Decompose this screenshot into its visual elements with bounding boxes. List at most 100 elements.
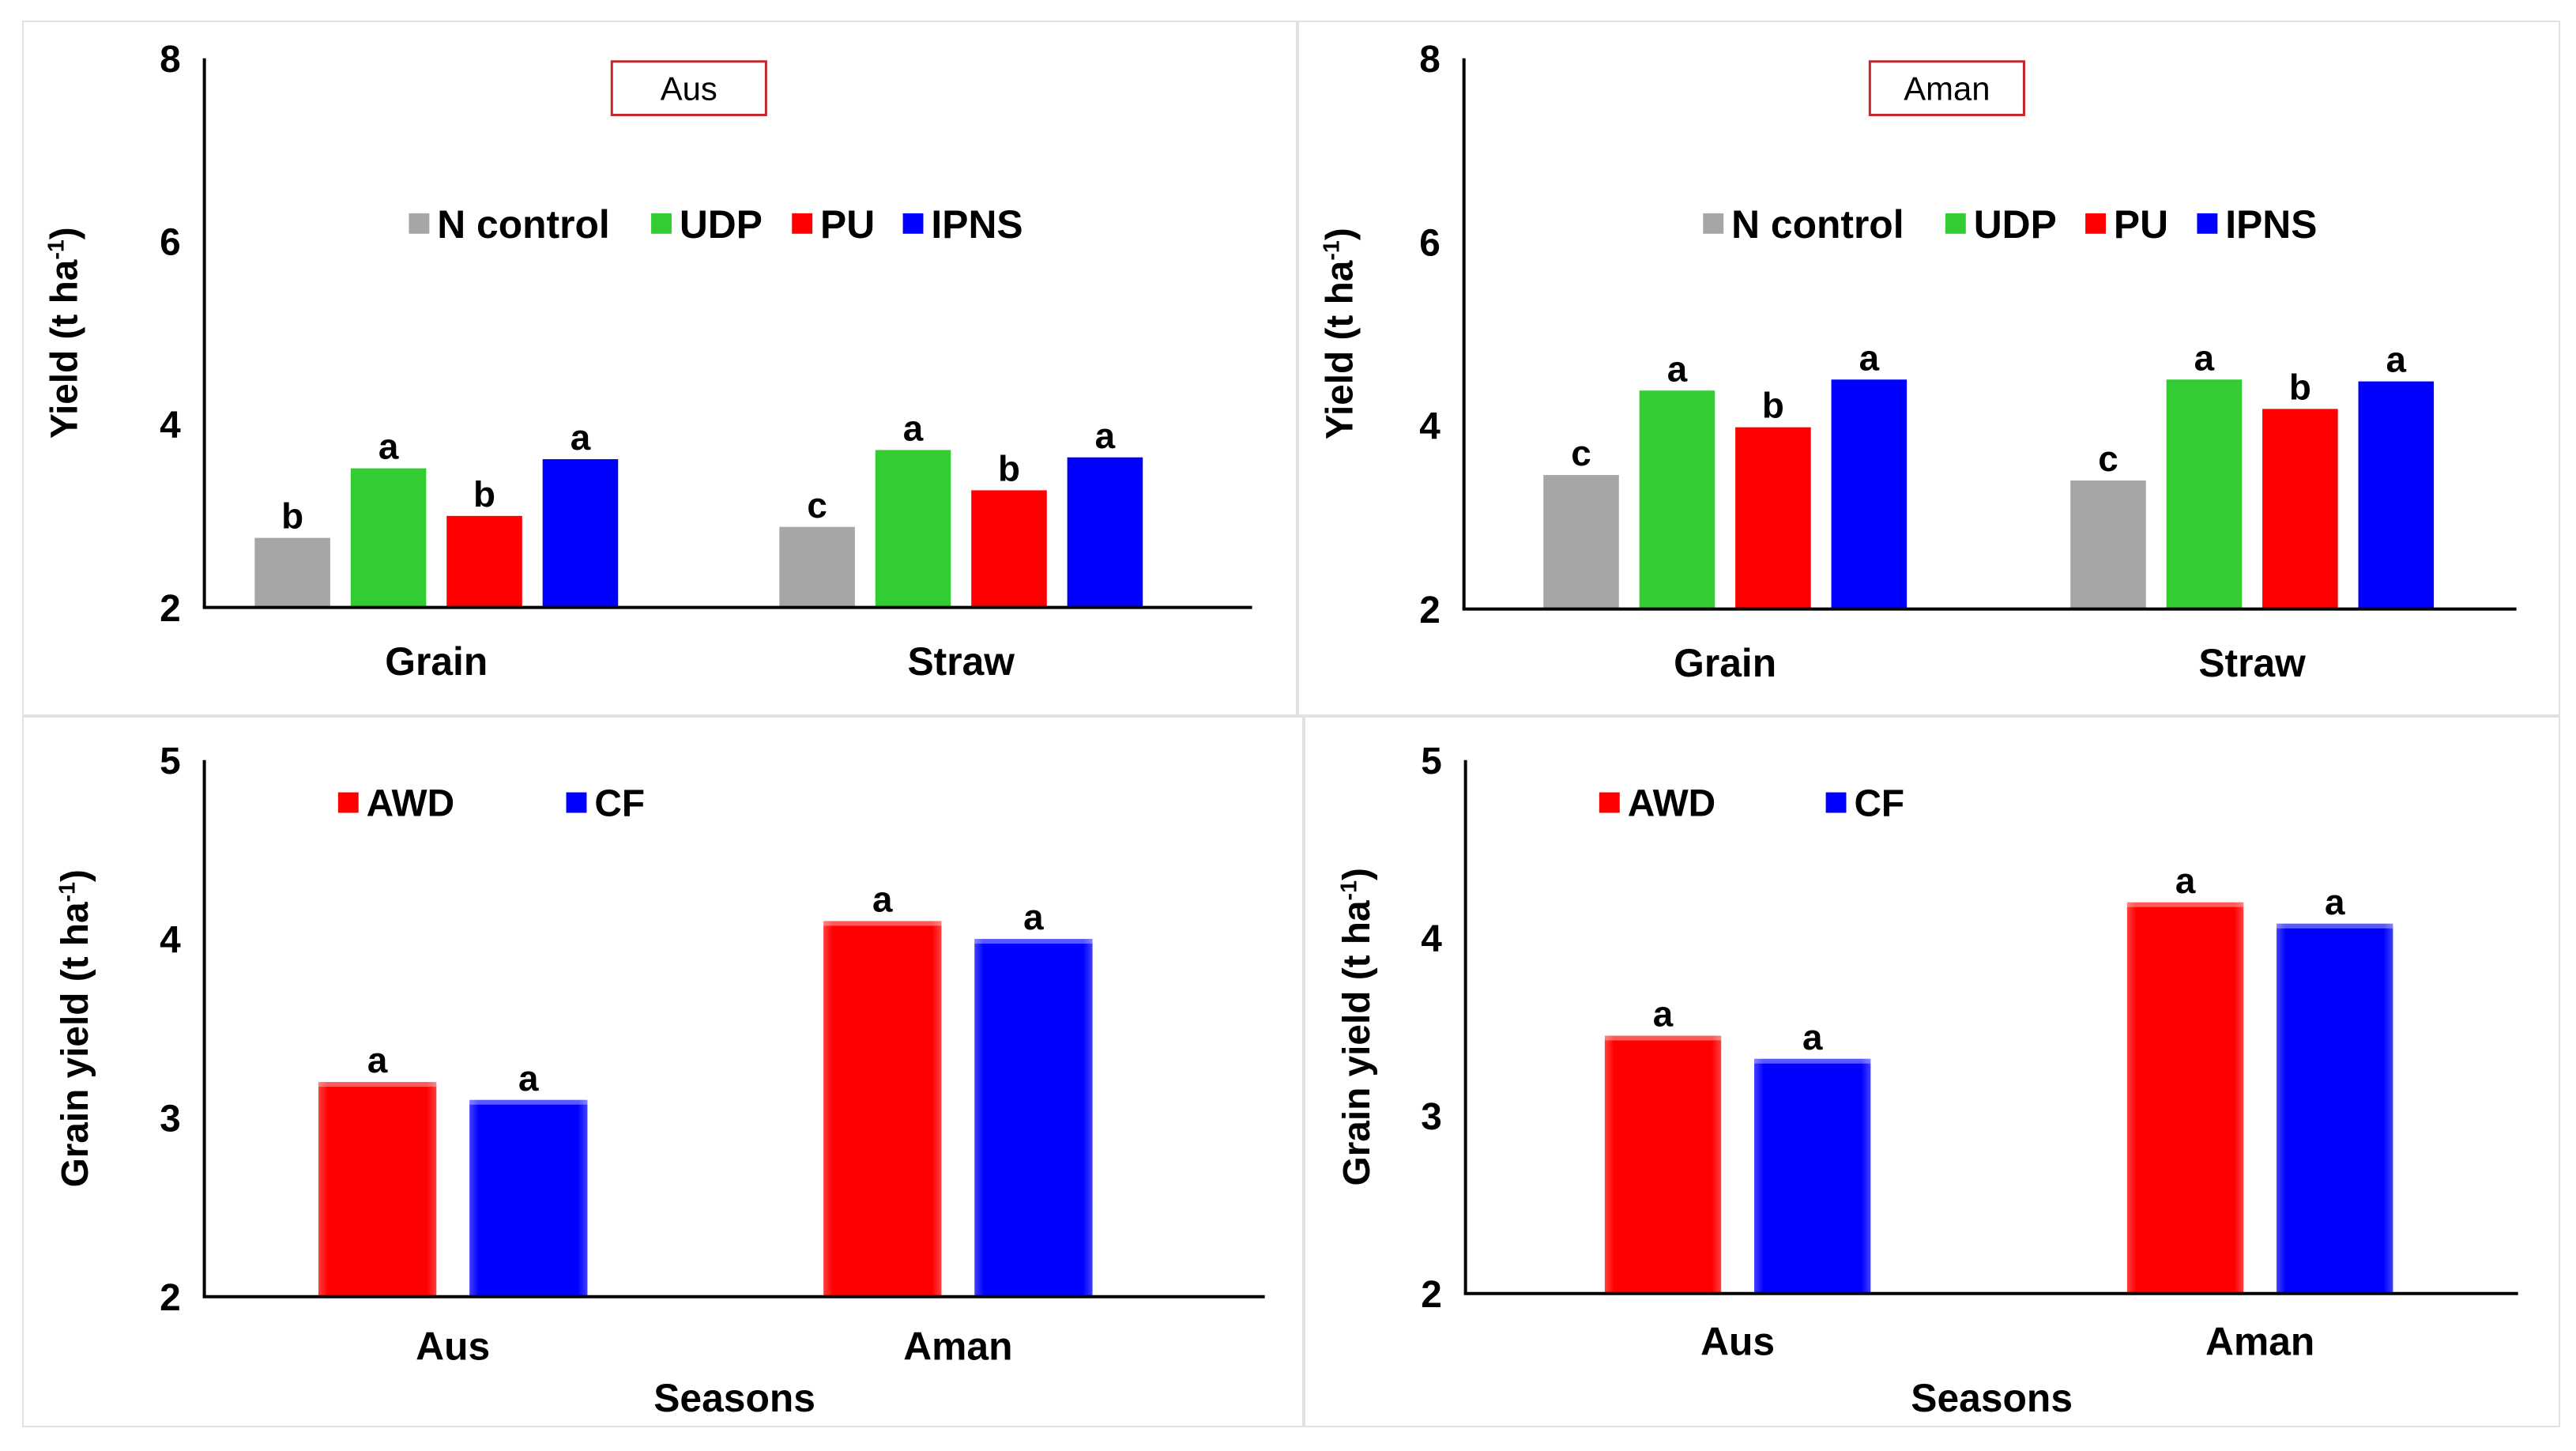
legend-label: IPNS xyxy=(931,202,1022,247)
y-tick-label: 4 xyxy=(160,919,181,961)
significance-letter: c xyxy=(807,485,827,526)
chart-aus-yield: 2 4 6 8 b a b a Grain c a b a Straw Yield (t ha-1) Aus N… xyxy=(43,39,1252,684)
legend-swatch-ipns xyxy=(2197,213,2218,234)
legend-swatch-awd xyxy=(337,792,359,813)
y-tick-label: 5 xyxy=(1421,741,1442,782)
significance-letter: a xyxy=(1667,349,1688,389)
bar-bevel-highlight xyxy=(1604,1035,1722,1041)
chart-title: Aman xyxy=(1904,70,1990,107)
bar-bevel-highlight xyxy=(2126,902,2244,907)
x-category-label: Aus xyxy=(416,1324,490,1368)
y-tick-label: 3 xyxy=(1421,1096,1442,1138)
chart-irrigation-seasons-left: 2 3 4 5 a a Aus a a Aman Grain yield (t ha-1) Seaso… xyxy=(55,741,1265,1420)
significance-letter: c xyxy=(1571,433,1591,473)
y-tick-label: 2 xyxy=(1419,590,1441,631)
y-axis-label: Yield (t ha-1) xyxy=(1319,228,1361,439)
bar-awd-aus xyxy=(1604,1035,1722,1294)
chart-title: Aus xyxy=(661,70,717,107)
significance-letter: a xyxy=(872,880,893,920)
y-axis-label-text: Yield (t ha xyxy=(1319,260,1361,439)
bar-cf-aman xyxy=(974,939,1093,1297)
legend-swatch-udp xyxy=(651,213,672,234)
significance-letter: a xyxy=(1802,1017,1823,1057)
y-axis-label-superscript: -1 xyxy=(44,239,70,260)
x-category-label: Aman xyxy=(903,1324,1012,1368)
bar-n-control-straw xyxy=(2070,481,2146,609)
significance-letter: c xyxy=(2098,439,2118,479)
bar-pu-grain xyxy=(446,515,522,608)
legend-swatch-cf xyxy=(566,792,587,813)
legend-label: IPNS xyxy=(2225,202,2317,247)
y-tick-label: 8 xyxy=(160,39,181,81)
y-tick-label: 2 xyxy=(160,1277,181,1319)
y-axis-label-close: ) xyxy=(1319,228,1361,240)
chart-irrigation-seasons-right: 2 3 4 5 a a Aus a a Aman Grain yield (t ha-1) Seaso… xyxy=(1336,741,2518,1420)
x-category-label: Straw xyxy=(907,639,1015,684)
bar-cf-aman xyxy=(2277,923,2393,1294)
y-tick-label: 6 xyxy=(160,222,181,264)
bar-awd-aman xyxy=(2126,902,2244,1294)
y-axis-label-text: Grain yield (t ha xyxy=(55,902,96,1187)
legend-swatch-n-control xyxy=(409,213,430,234)
bar-pu-grain xyxy=(1735,427,1811,609)
chart-panel-irrigation-seasons-left: 2 3 4 5 a a Aus a a Aman Grain yield (t ha-1) Seaso… xyxy=(22,716,1304,1427)
bar-udp-straw xyxy=(2166,379,2243,609)
significance-letter: a xyxy=(903,408,924,448)
legend-swatch-udp xyxy=(1945,213,1966,234)
legend-label: UDP xyxy=(1974,202,2057,247)
x-axis-title: Seasons xyxy=(653,1376,815,1420)
x-category-label: Grain xyxy=(1674,641,1776,685)
significance-letter: a xyxy=(1095,416,1116,456)
y-tick-label: 2 xyxy=(1421,1274,1442,1316)
significance-letter: b xyxy=(998,448,1020,488)
significance-letter: a xyxy=(1023,897,1044,937)
y-axis-label-close: ) xyxy=(55,869,96,882)
bar-ipns-straw xyxy=(1067,457,1143,608)
significance-letter: a xyxy=(1859,337,1880,378)
legend-label: AWD xyxy=(367,783,454,825)
bar-n-control-grain xyxy=(254,537,330,608)
bar-udp-grain xyxy=(350,468,427,608)
bar-ipns-grain xyxy=(542,459,619,608)
bar-bevel-highlight xyxy=(469,1099,588,1105)
bar-awd-aman xyxy=(823,921,942,1297)
bar-bevel-highlight xyxy=(2277,923,2393,929)
legend-swatch-awd xyxy=(1599,792,1620,813)
y-tick-label: 2 xyxy=(160,588,181,630)
legend-label: CF xyxy=(1854,783,1904,825)
legend-label: AWD xyxy=(1628,783,1715,825)
y-axis-label-superscript: -1 xyxy=(1320,240,1345,261)
bar-bevel-highlight xyxy=(823,921,942,926)
bar-n-control-grain xyxy=(1543,475,1619,609)
significance-letter: b xyxy=(1762,386,1784,426)
legend-label: PU xyxy=(2114,202,2168,247)
legend-label: N control xyxy=(1731,202,1904,247)
y-axis-label: Grain yield (t ha-1) xyxy=(1336,868,1378,1185)
legend-swatch-pu xyxy=(792,213,813,234)
y-axis-label-superscript: -1 xyxy=(55,882,81,903)
x-category-label: Grain xyxy=(385,639,488,684)
y-axis-label-close: ) xyxy=(1336,868,1378,880)
y-axis-label-superscript: -1 xyxy=(1336,880,1361,901)
legend-swatch-ipns xyxy=(902,213,924,234)
x-category-label: Straw xyxy=(2198,641,2306,685)
significance-letter: a xyxy=(2175,861,2196,901)
bar-cf-aus xyxy=(1754,1058,1871,1294)
bar-cf-aus xyxy=(469,1099,588,1297)
significance-letter: b xyxy=(2289,367,2311,407)
y-tick-label: 4 xyxy=(1419,406,1441,448)
y-tick-label: 3 xyxy=(160,1099,181,1140)
significance-letter: a xyxy=(2194,337,2215,378)
y-axis-label: Grain yield (t ha-1) xyxy=(55,869,96,1187)
bar-n-control-straw xyxy=(779,526,855,608)
legend-swatch-n-control xyxy=(1703,213,1724,234)
y-axis-label-close: ) xyxy=(43,227,85,239)
chart-panel-aman-yield: 2 4 6 8 c a b a Grain c a b a Straw Yield (t ha-1) Aman… xyxy=(1297,21,2560,716)
y-tick-label: 6 xyxy=(1419,222,1441,264)
chart-aman-yield: 2 4 6 8 c a b a Grain c a b a Straw Yield (t ha-1) Aman… xyxy=(1319,39,2517,685)
legend-label: N control xyxy=(437,202,609,247)
legend-label: CF xyxy=(594,783,645,825)
bar-pu-straw xyxy=(971,490,1047,608)
legend-label: PU xyxy=(820,202,875,247)
significance-letter: a xyxy=(1653,994,1674,1035)
